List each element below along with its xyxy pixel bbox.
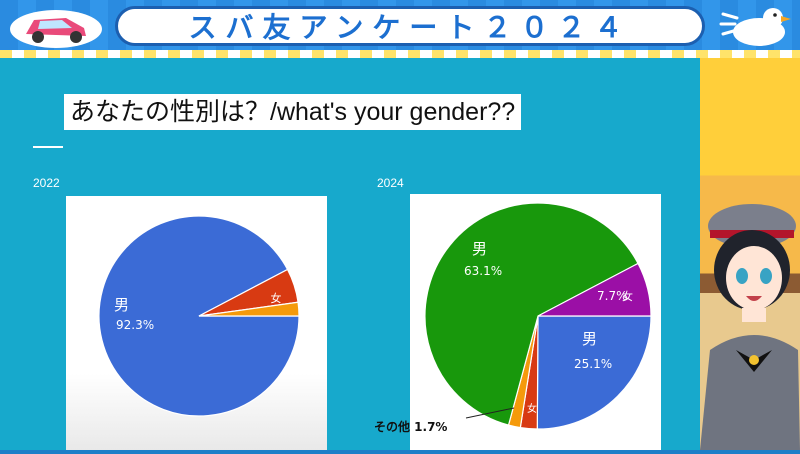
pie-1-callout-label: その他 1.7%	[374, 419, 447, 434]
title-accent-line	[33, 146, 63, 148]
chart-2024-card: 男 25.1% 女男 63.1% 女 7.7% その他 1.7%	[374, 194, 661, 450]
question-title: あなたの性別は？/what's your gender??	[64, 94, 522, 130]
pie-0-value-0: 92.3%	[116, 318, 154, 332]
pie-1-value-0: 25.1%	[574, 357, 612, 371]
pie-1-label-4: 女	[622, 289, 633, 303]
car-logo-icon	[10, 10, 102, 48]
pie-0-label-1: 女	[271, 291, 282, 305]
pie-1-value-4: 7.7%	[597, 289, 628, 303]
pie-1-slice-0	[536, 315, 652, 430]
survey-slide: あなたの性別は？/what's your gender?? 2022 2024 …	[0, 58, 700, 450]
pie-1-callout-line	[465, 407, 515, 419]
pie-1-slice-3	[424, 202, 639, 426]
pie-chart-2022: 男 92.3% 女	[98, 215, 300, 417]
duck-mascot-icon	[719, 8, 791, 46]
pie-0-slice-2	[198, 301, 300, 317]
pie-1-label-0: 男	[582, 330, 597, 348]
pie-1-slice-4	[537, 262, 652, 317]
pie-1-value-3: 63.1%	[464, 264, 502, 278]
survey-title: スバ友アンケート２０２４	[115, 6, 705, 46]
pie-1-label-3: 男	[472, 240, 487, 258]
chart-2022-card: 男 92.3% 女	[66, 196, 327, 450]
chart-2024-year-label: 2024	[377, 176, 404, 190]
pie-0-label-0: 男	[114, 296, 129, 314]
chart-2022-year-label: 2022	[33, 176, 60, 190]
vtuber-character-icon	[700, 204, 800, 450]
banner-trim	[0, 50, 800, 58]
pie-1-label-1: 女	[527, 402, 537, 415]
